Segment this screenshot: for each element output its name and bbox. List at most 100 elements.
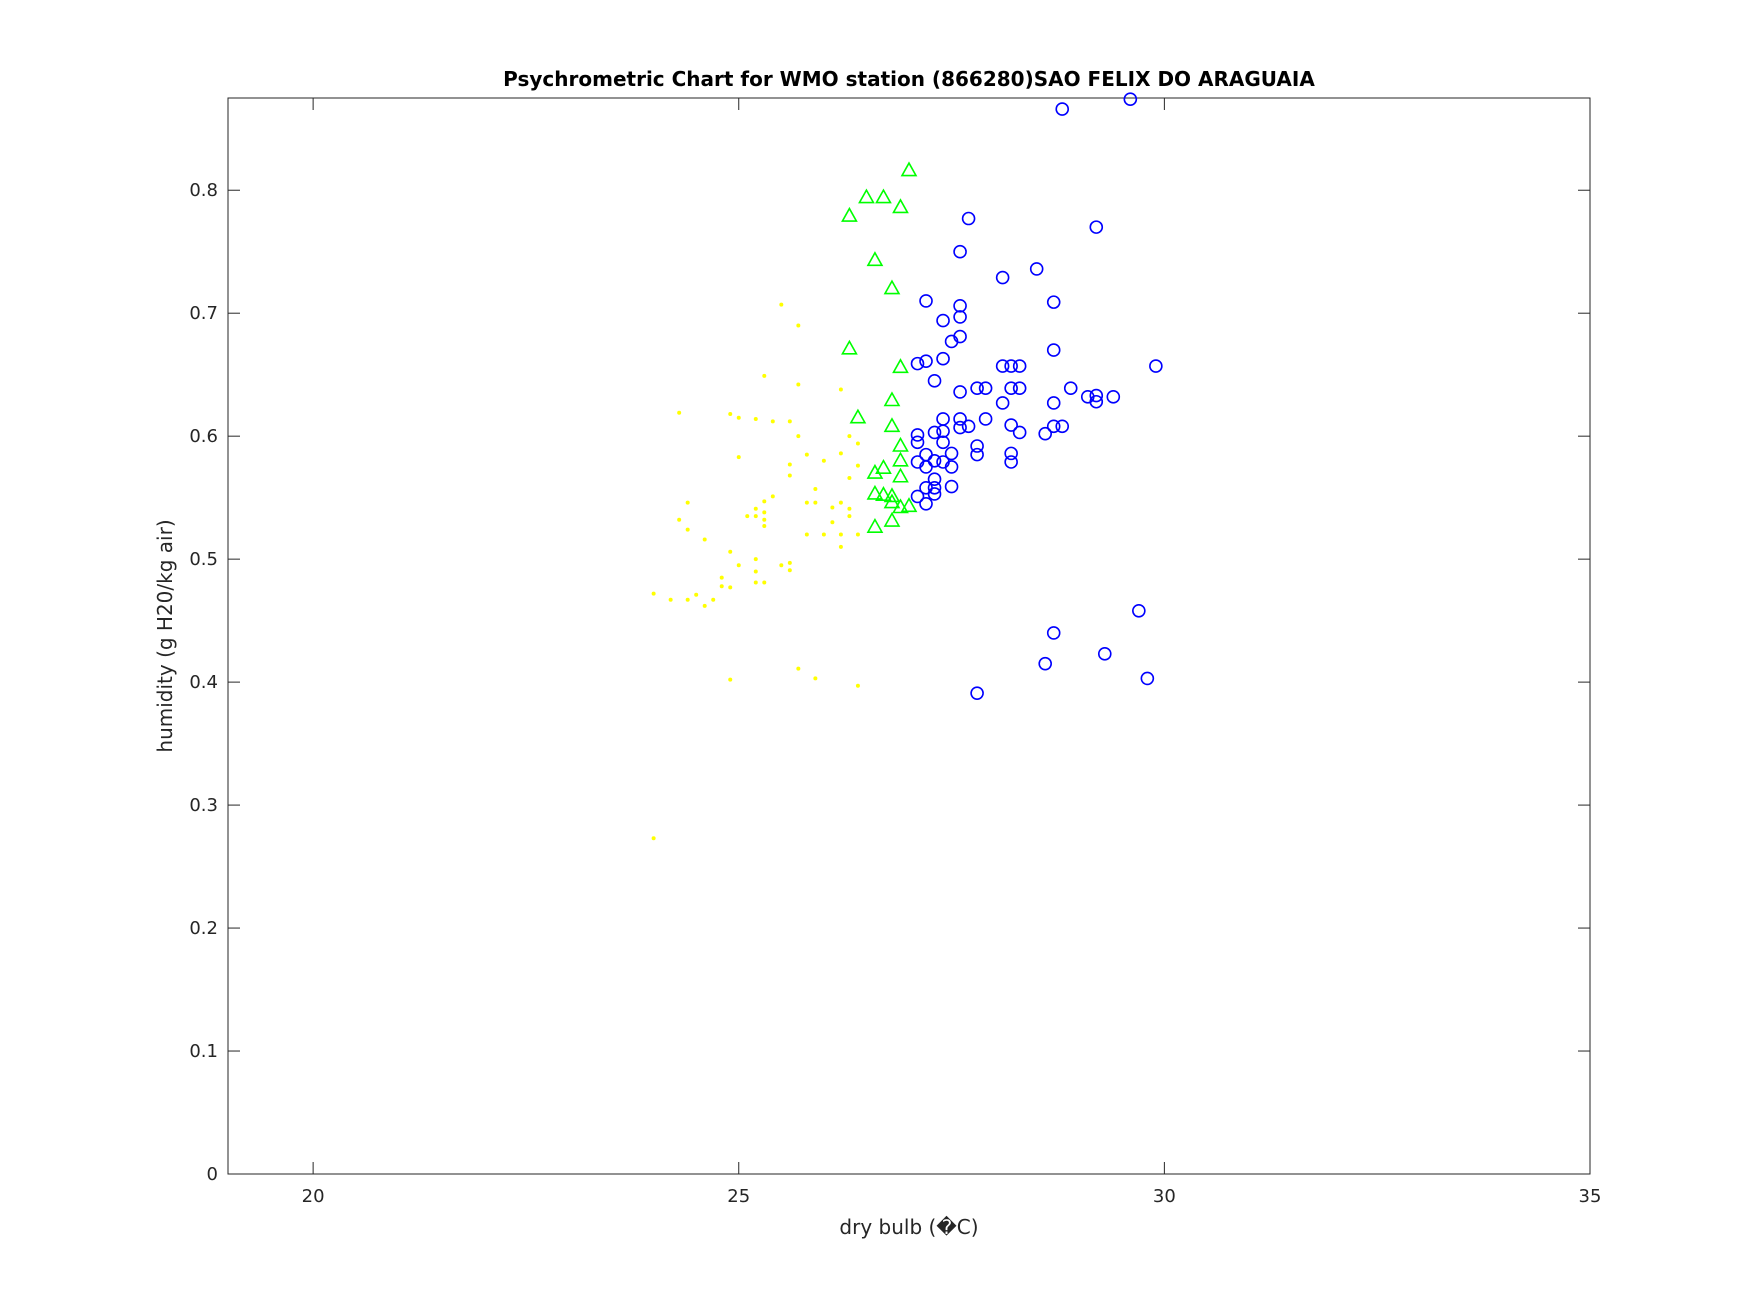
data-point-dot [830,505,835,510]
y-tick-label: 0.2 [189,918,218,939]
data-point-circle [927,374,942,388]
data-point-circle [1046,396,1061,410]
data-point-circle [1055,102,1070,116]
data-point-dot [711,597,716,602]
y-tick-label: 0.5 [189,549,218,570]
data-point-circle [953,420,967,435]
data-point-circle [1097,647,1112,661]
data-point-circle [1089,394,1104,409]
data-point-dot [787,473,792,478]
data-point-circle [970,686,984,700]
data-point-dot [762,510,767,515]
data-point-dot [728,412,733,417]
data-point-circle [1089,388,1104,403]
data-point-triangle [883,391,901,407]
tick-labels: 20 25 30 35 0 0.1 0.2 0.3 0.4 0.5 0.6 0.7 0.8 [189,180,1601,1207]
data-point-dot [753,514,758,519]
x-axis-label: dry bulb (�C) [839,1215,978,1239]
data-point-dot [830,520,835,525]
data-point-dot [753,580,758,585]
data-point-circle [936,351,950,366]
y-tick-label: 0.4 [189,672,218,693]
data-point-dot [855,683,860,688]
data-point-circle [919,354,933,368]
data-point-circle [1012,381,1027,396]
data-point-dot [728,585,733,590]
data-point-dot [804,532,809,537]
data-point-circle [953,299,967,313]
data-point-dot [847,514,852,519]
data-point-circle [1149,359,1163,373]
data-point-circle [995,270,1010,285]
data-point-triangle [875,459,892,474]
data-point-triangle [841,339,858,355]
data-point-circle [919,294,933,308]
data-point-circle [1046,626,1061,640]
data-point-dot [813,500,818,505]
data-point-dot [787,419,792,424]
data-point-dot [762,580,767,585]
data-point-dot [702,537,707,542]
data-point-dot [796,382,801,387]
data-point-circle [953,385,967,399]
data-point-dot [694,592,699,597]
data-point-dot [804,452,809,457]
data-point-circle [910,428,925,442]
data-point-dot [762,523,767,528]
y-tick-label: 0.7 [189,303,218,324]
data-point-dot [728,677,733,682]
data-point-dot [855,532,860,537]
data-point-dot [847,434,852,439]
data-point-dot [770,419,775,424]
data-point-dot [685,500,690,505]
data-point-circle [1046,295,1061,309]
data-point-circle [910,489,925,504]
data-point-circle [1004,359,1018,373]
data-point-dot [838,544,843,549]
data-point-circle [910,435,925,450]
data-point-circle [927,453,942,468]
data-point-circle [1123,92,1138,107]
data-point-dot [719,584,724,589]
data-point-triangle [875,188,892,204]
series-dot [651,302,860,841]
data-point-circle [1046,419,1061,434]
y-tick-label: 0 [207,1164,218,1185]
data-point-circle [1012,425,1027,440]
data-point-triangle [900,161,918,177]
data-point-dot [787,560,792,565]
data-point-dot [838,387,843,392]
x-tick-label: 20 [302,1186,325,1207]
data-point-circle [919,497,933,511]
data-point-dot [838,451,843,456]
data-point-triangle [892,467,909,483]
data-point-circle [1012,359,1027,373]
data-point-dot [685,597,690,602]
data-point-dot [855,441,860,446]
data-point-circle [936,313,950,328]
data-point-triangle [866,484,884,500]
data-point-triangle [883,487,901,503]
data-point-circle [910,356,925,371]
data-point-dot [770,494,775,499]
data-point-circle [1055,419,1070,434]
data-point-circle [944,479,959,494]
data-point-circle [953,412,967,426]
data-point-circle [1004,381,1018,396]
data-point-dot [753,557,758,562]
data-point-circle [961,419,976,434]
data-point-circle [961,211,976,226]
data-point-dot [736,563,741,568]
data-point-circle [927,481,942,495]
data-point-dot [677,517,682,522]
data-point-dot [753,506,758,511]
data-point-circle [1038,426,1052,441]
data-point-circle [1089,220,1104,234]
data-point-dot [728,549,733,554]
data-point-triangle [892,436,909,452]
data-point-dot [753,416,758,421]
data-point-dot [796,434,801,439]
data-point-circle [944,460,959,474]
data-point-circle [1029,262,1044,276]
